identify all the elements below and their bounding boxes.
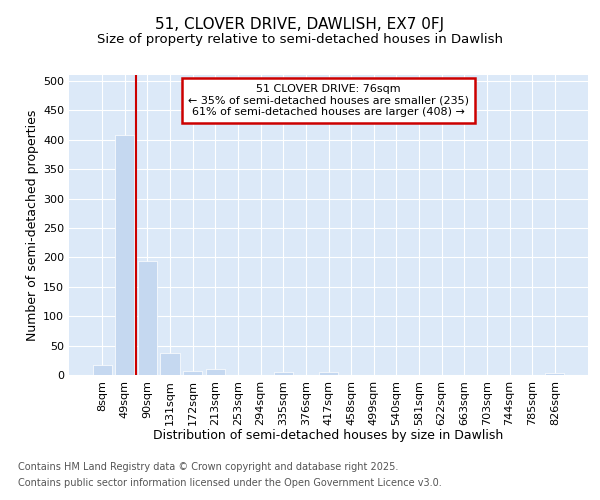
Text: Contains public sector information licensed under the Open Government Licence v3: Contains public sector information licen… [18,478,442,488]
Bar [92,365,112,375]
Bar [138,262,157,375]
Bar [160,353,180,375]
Text: 51 CLOVER DRIVE: 76sqm
← 35% of semi-detached houses are smaller (235)
61% of se: 51 CLOVER DRIVE: 76sqm ← 35% of semi-det… [188,84,469,117]
X-axis label: Distribution of semi-detached houses by size in Dawlish: Distribution of semi-detached houses by … [154,429,503,442]
Text: Contains HM Land Registry data © Crown copyright and database right 2025.: Contains HM Land Registry data © Crown c… [18,462,398,472]
Bar [206,369,225,375]
Bar [183,371,202,375]
Bar [319,372,338,375]
Bar [115,135,134,375]
Bar [274,372,293,375]
Bar [545,372,565,375]
Y-axis label: Number of semi-detached properties: Number of semi-detached properties [26,110,39,340]
Text: Size of property relative to semi-detached houses in Dawlish: Size of property relative to semi-detach… [97,32,503,46]
Text: 51, CLOVER DRIVE, DAWLISH, EX7 0FJ: 51, CLOVER DRIVE, DAWLISH, EX7 0FJ [155,18,445,32]
